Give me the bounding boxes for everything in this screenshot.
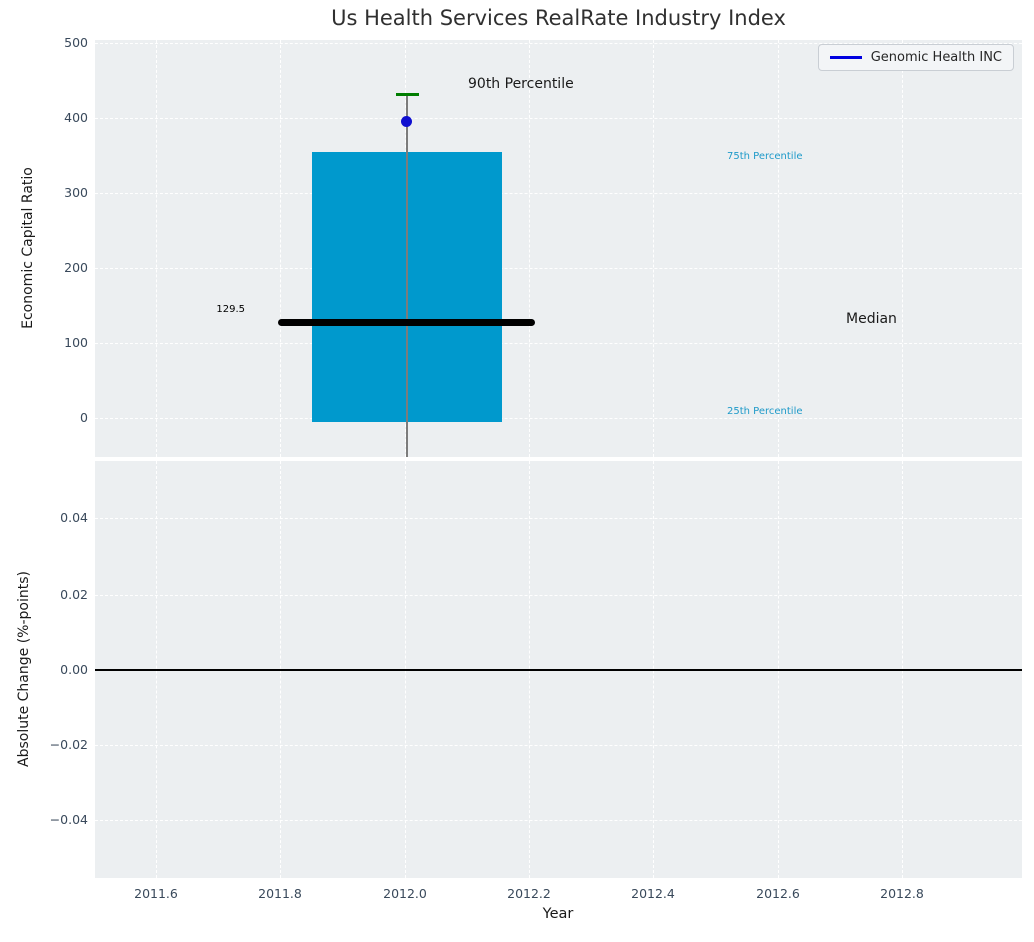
legend-line-sample [829,56,862,59]
xtick-2012-2: 2012.2 [507,886,551,901]
bottom-ytick-n004: −0.04 [49,812,88,827]
gridline-v [529,40,530,457]
median-line [278,319,535,326]
legend-label: Genomic Health INC [870,50,1002,65]
bottom-ytick-n002: −0.02 [49,737,88,752]
gridline-v [778,40,779,457]
p25-annotation: 25th Percentile [727,406,803,417]
company-data-point [401,116,412,127]
top-y-axis-label: Economic Capital Ratio [20,167,36,329]
bottom-axes [95,461,1022,878]
gridline-h [95,118,1022,119]
top-ytick-200: 200 [64,260,88,275]
gridline-h [95,745,1022,746]
gridline-h [95,43,1022,44]
top-ytick-500: 500 [64,35,88,50]
bottom-ytick-004: 0.04 [60,510,88,525]
top-ytick-400: 400 [64,110,88,125]
gridline-h [95,820,1022,821]
p90-annotation: 90th Percentile [468,76,574,92]
gridline-h [95,518,1022,519]
xtick-2011-8: 2011.8 [258,886,302,901]
xtick-2011-6: 2011.6 [134,886,178,901]
bottom-ytick-002: 0.02 [60,587,88,602]
whisker-line [406,95,408,457]
x-axis-label: Year [542,906,574,922]
gridline-h [95,418,1022,419]
top-ytick-300: 300 [64,185,88,200]
p90-cap-mark [396,93,419,96]
legend: Genomic Health INC [817,44,1014,71]
xtick-2012-4: 2012.4 [631,886,675,901]
gridline-h [95,595,1022,596]
top-ytick-100: 100 [64,335,88,350]
xtick-2012-6: 2012.6 [756,886,800,901]
xtick-2012-8: 2012.8 [880,886,924,901]
gridline-v [653,40,654,457]
median-annotation: Median [846,311,897,327]
gridline-v [156,40,157,457]
bottom-y-axis-label: Absolute Change (%-points) [16,571,32,767]
chart-title: Us Health Services RealRate Industry Ind… [331,6,786,30]
bottom-ytick-000: 0.00 [60,662,88,677]
gridline-h [95,193,1022,194]
gridline-v [902,40,903,457]
gridline-h [95,268,1022,269]
gridline-h [95,343,1022,344]
median-value-annotation: 129.5 [216,304,245,315]
top-ytick-0: 0 [80,410,88,425]
zero-baseline [95,669,1022,671]
p75-annotation: 75th Percentile [727,151,803,162]
top-axes: 90th Percentile 129.5 75th Percentile 25… [95,40,1022,457]
xtick-2012-0: 2012.0 [383,886,427,901]
gridline-v [280,40,281,457]
